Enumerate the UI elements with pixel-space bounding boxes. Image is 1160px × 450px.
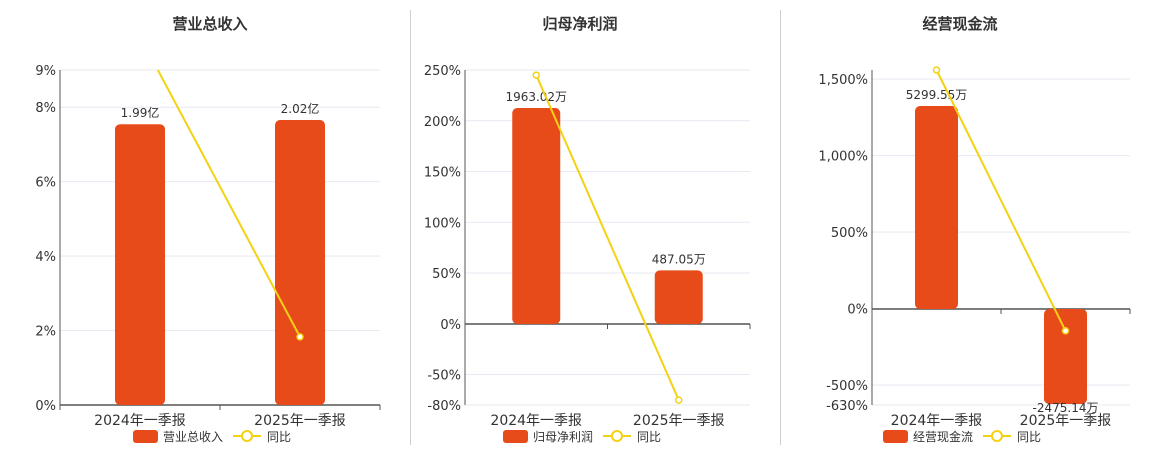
y-tick-label: -500% (826, 379, 868, 394)
legend-bar-label: 营业总收入 (163, 430, 223, 444)
x-tick-label: 2025年一季报 (1020, 413, 1112, 429)
bar-value-label: 2.02亿 (281, 101, 320, 116)
legend-line-label: 同比 (1017, 430, 1041, 444)
y-tick-label: 0% (440, 318, 461, 333)
y-tick-label: 1,500% (818, 73, 868, 88)
legend-line-marker (991, 430, 1003, 442)
y-tick-label: 8% (35, 101, 56, 116)
legend-bar-label: 经营现金流 (913, 429, 973, 444)
bar (115, 124, 165, 406)
bar-value-label: 5299.55万 (906, 88, 968, 102)
bar-value-label: 487.05万 (652, 252, 706, 266)
divider-1 (410, 10, 411, 445)
yoy-point (932, 66, 941, 74)
x-tick-label: 2025年一季报 (254, 413, 346, 429)
y-tick-label: 9% (35, 64, 56, 79)
yoy-line (535, 74, 680, 401)
bar (654, 270, 703, 324)
y-tick-label: -630% (826, 399, 868, 414)
y-tick-label: 1,000% (818, 150, 868, 165)
y-tick-label: 0% (847, 303, 868, 318)
bar-value-label: 1963.02万 (505, 90, 567, 104)
x-tick-label: 2024年一季报 (94, 413, 186, 429)
y-tick-label: 50% (432, 267, 461, 282)
x-tick-label: 2025年一季报 (633, 413, 725, 429)
x-tick-label: 2024年一季报 (891, 413, 983, 429)
y-tick-label: 150% (424, 166, 461, 181)
legend-bar-swatch (503, 430, 528, 443)
divider-2 (780, 10, 781, 445)
y-tick-label: 4% (35, 250, 56, 265)
bar (275, 120, 325, 405)
chart-title: 营业总收入 (172, 15, 247, 33)
y-tick-label: 100% (424, 216, 461, 231)
y-tick-label: 250% (424, 64, 461, 79)
y-tick-label: 0% (35, 399, 56, 414)
legend-bar-swatch (133, 430, 158, 443)
legend-line-marker (241, 430, 253, 442)
yoy-point (1061, 327, 1070, 335)
yoy-point (532, 71, 540, 79)
yoy-line (156, 69, 301, 338)
y-tick-label: 2% (35, 325, 56, 340)
bar (512, 108, 561, 324)
y-tick-label: 6% (35, 176, 56, 191)
chart-title: 经营现金流 (922, 15, 997, 33)
y-tick-label: -80% (427, 399, 461, 414)
legend-line-marker (611, 430, 623, 442)
bar (915, 106, 958, 309)
legend-line-label: 同比 (637, 430, 661, 444)
bar-value-label: -2475.14万 (1033, 401, 1099, 415)
yoy-point (675, 396, 683, 404)
yoy-line (935, 69, 1067, 332)
yoy-point (296, 333, 304, 341)
y-tick-label: -50% (427, 369, 461, 384)
legend-bar-label: 归母净利润 (533, 430, 593, 444)
y-tick-label: 200% (424, 115, 461, 130)
chart-title: 归母净利润 (542, 15, 617, 33)
bar-value-label: 1.99亿 (121, 105, 160, 120)
legend-line-label: 同比 (267, 430, 291, 444)
bar (1044, 309, 1087, 404)
legend-bar-swatch (883, 430, 908, 443)
y-tick-label: 500% (831, 226, 868, 241)
x-tick-label: 2024年一季报 (490, 413, 582, 429)
